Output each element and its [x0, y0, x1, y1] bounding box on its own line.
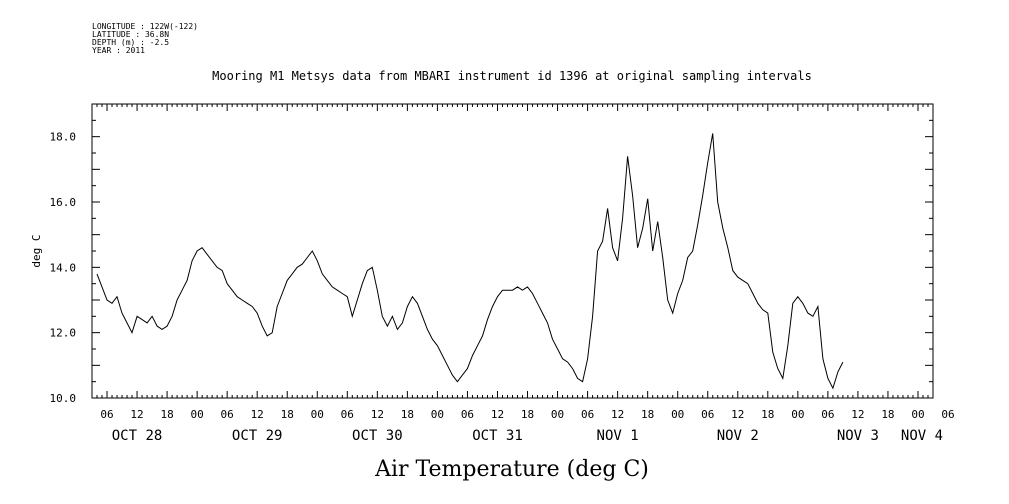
x-day-label: OCT 29 [232, 428, 283, 444]
x-tick-label: 06 [341, 408, 354, 421]
x-tick-label: 00 [191, 408, 204, 421]
x-tick-label: 00 [791, 408, 804, 421]
x-tick-label: 06 [461, 408, 474, 421]
plot-frame [91, 103, 934, 399]
x-day-label: OCT 30 [352, 428, 403, 444]
chart-title: Mooring M1 Metsys data from MBARI instru… [212, 69, 812, 83]
x-tick-label: 18 [401, 408, 414, 421]
x-tick-label: 12 [130, 408, 143, 421]
air-temperature-series-line [96, 133, 844, 390]
x-tick-label: 06 [941, 408, 954, 421]
x-axis-day-labels: OCT 28 OCT 29 OCT 30 OCT 31 NOV 1 NOV 2 NOV 3 N… [112, 428, 943, 444]
x-tick-label: 12 [251, 408, 264, 421]
y-tick-label: 10.0 [50, 392, 77, 405]
x-tick-label: 06 [100, 408, 113, 421]
x-tick-label: 00 [311, 408, 324, 421]
x-tick-label: 12 [851, 408, 864, 421]
x-tick-label: 12 [371, 408, 384, 421]
y-tick-label: 18.0 [50, 131, 77, 144]
x-axis-hour-labels: 06 12 18 00 06 12 18 00 06 12 18 00 06 12 18 00 06 12 18 00… [100, 408, 954, 421]
metadata-line: DEPTH (m) : -2.5 [92, 38, 169, 47]
x-tick-label: 00 [671, 408, 684, 421]
x-tick-label: 18 [641, 408, 654, 421]
x-axis-label: Air Temperature (deg C) [374, 457, 649, 482]
x-tick-label: 06 [581, 408, 594, 421]
x-day-label: NOV 1 [597, 428, 639, 444]
x-tick-label: 06 [821, 408, 834, 421]
x-tick-label: 12 [611, 408, 624, 421]
y-tick-label: 14.0 [50, 261, 77, 274]
x-tick-label: 00 [551, 408, 564, 421]
x-day-label: NOV 4 [901, 428, 943, 444]
metadata-line: YEAR : 2011 [92, 46, 145, 55]
metadata-line: LATITUDE : 36.8N [92, 30, 169, 39]
y-tick-label: 12.0 [50, 327, 77, 340]
metadata-block: LONGITUDE : 122W(-122)LATITUDE : 36.8NDE… [92, 22, 198, 55]
x-day-label: NOV 3 [837, 428, 879, 444]
x-tick-label: 18 [881, 408, 894, 421]
x-day-label: OCT 28 [112, 428, 163, 444]
x-tick-label: 18 [521, 408, 534, 421]
x-tick-label: 00 [911, 408, 924, 421]
axis-ticks [91, 103, 934, 399]
x-tick-label: 18 [761, 408, 774, 421]
x-day-label: NOV 2 [717, 428, 759, 444]
y-axis-label: deg C [30, 234, 43, 267]
y-axis-tick-labels: 10.0 12.0 14.0 16.0 18.0 [50, 131, 77, 405]
x-tick-label: 06 [701, 408, 714, 421]
x-day-label: OCT 31 [472, 428, 523, 444]
x-tick-label: 18 [281, 408, 294, 421]
x-tick-label: 06 [221, 408, 234, 421]
x-tick-label: 00 [431, 408, 444, 421]
x-tick-label: 12 [491, 408, 504, 421]
x-tick-label: 18 [160, 408, 173, 421]
x-tick-label: 12 [731, 408, 744, 421]
y-tick-label: 16.0 [50, 196, 77, 209]
metadata-line: LONGITUDE : 122W(-122) [92, 22, 198, 31]
